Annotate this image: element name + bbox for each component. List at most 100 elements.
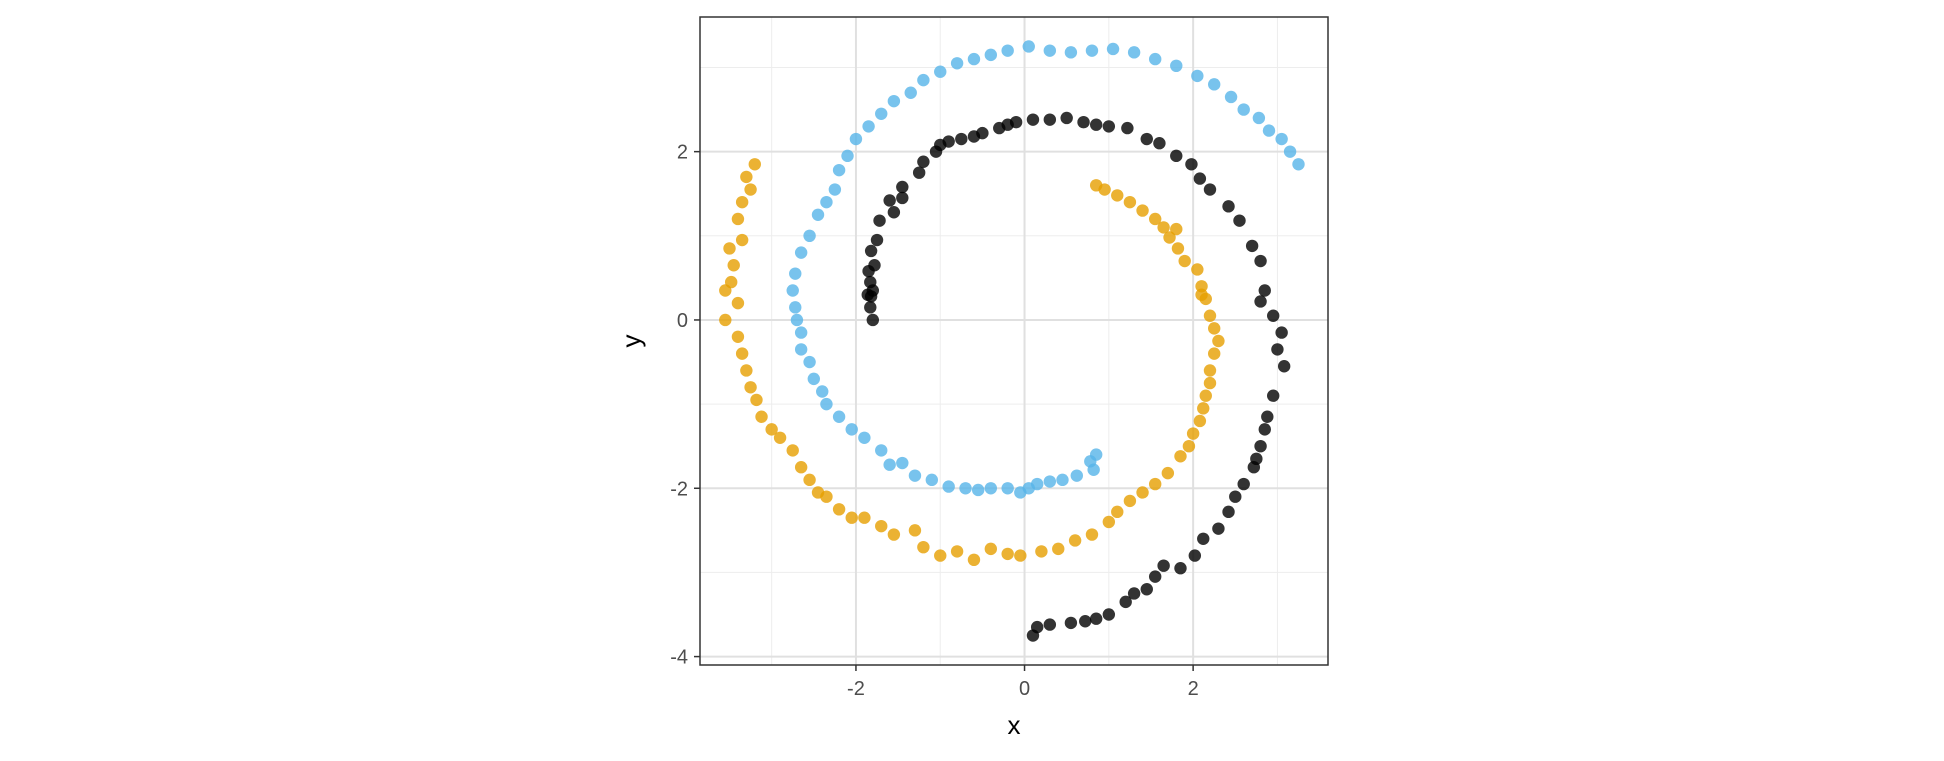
data-point (1193, 172, 1207, 185)
x-tick-label: -2 (847, 678, 865, 700)
data-point (794, 461, 808, 474)
data-point (1119, 595, 1132, 609)
data-point (1001, 44, 1014, 57)
data-point (1089, 612, 1103, 625)
data-point (1056, 473, 1069, 487)
data-point (1068, 534, 1082, 547)
data-point (1148, 212, 1162, 226)
data-point (942, 480, 955, 493)
data-point (1208, 347, 1221, 360)
y-tick-label: -2 (670, 478, 688, 500)
data-point (845, 423, 858, 436)
data-point (794, 343, 808, 356)
data-point (950, 57, 964, 70)
data-point (1233, 214, 1246, 227)
data-point (875, 444, 888, 457)
data-point (1161, 466, 1175, 480)
data-point (896, 191, 909, 205)
data-point (1197, 402, 1210, 415)
data-point (1185, 158, 1198, 171)
data-point (803, 229, 816, 243)
data-point (723, 242, 736, 255)
data-point (1197, 532, 1210, 545)
plot-panel-border (699, 16, 1329, 666)
data-point (1283, 145, 1297, 158)
data-point (887, 528, 901, 541)
data-point (727, 259, 740, 272)
data-point (1174, 450, 1187, 463)
y-tick-label: -4 (670, 647, 688, 669)
data-point (984, 542, 998, 556)
data-point (955, 132, 968, 146)
data-point (1123, 494, 1137, 508)
data-point (1195, 288, 1208, 301)
data-point (1254, 254, 1267, 268)
data-point (1222, 505, 1235, 519)
data-point (1261, 410, 1274, 423)
data-point (1001, 547, 1014, 561)
y-axis-ticks: -4 -2 0 2 (670, 142, 700, 669)
data-point (1079, 615, 1092, 628)
data-point (841, 149, 854, 163)
data-point (849, 132, 863, 146)
data-point (1140, 132, 1153, 146)
data-point (1271, 343, 1284, 356)
data-point (828, 183, 842, 196)
data-point (794, 326, 808, 339)
data-point (1174, 562, 1187, 575)
data-point (984, 48, 998, 62)
data-point (1182, 439, 1196, 453)
data-point (744, 381, 757, 394)
data-point (1153, 137, 1166, 150)
data-point (971, 483, 985, 497)
x-axis-title: x (1008, 710, 1021, 740)
data-point (959, 482, 972, 495)
data-point (1085, 528, 1099, 541)
data-point (773, 431, 787, 444)
data-point (794, 246, 808, 259)
data-point (731, 296, 745, 310)
data-point (1203, 364, 1217, 377)
data-point (950, 545, 964, 558)
data-point (908, 524, 922, 537)
data-point (803, 473, 816, 487)
data-point (1127, 46, 1141, 59)
data-point (1252, 111, 1266, 125)
data-point (845, 511, 858, 524)
data-point (786, 284, 799, 297)
data-point (832, 503, 846, 516)
data-point (887, 94, 901, 108)
series-2 (719, 158, 1225, 567)
data-point (1070, 469, 1084, 482)
data-point (1148, 52, 1162, 66)
data-point (1292, 158, 1305, 171)
data-point (731, 330, 745, 343)
data-point (1193, 414, 1207, 428)
data-point (1191, 263, 1204, 276)
data-point (735, 233, 749, 247)
data-point (873, 214, 886, 227)
data-point (1085, 44, 1099, 57)
data-point (832, 410, 846, 423)
data-point (1275, 132, 1288, 146)
data-point (1102, 515, 1116, 529)
data-point (1170, 149, 1183, 163)
data-point (820, 397, 833, 411)
data-point (735, 347, 749, 360)
data-point (1170, 59, 1183, 73)
data-point (1111, 189, 1124, 202)
data-point (820, 490, 833, 503)
data-point (870, 233, 884, 247)
data-point (1052, 542, 1065, 556)
data-point (976, 126, 989, 140)
data-point (1014, 549, 1027, 562)
data-point (1121, 121, 1134, 135)
data-point (786, 444, 799, 457)
data-point (1014, 486, 1027, 499)
data-point (1136, 486, 1149, 499)
data-point (1254, 295, 1267, 308)
data-point (1191, 69, 1204, 83)
data-point (1043, 44, 1057, 57)
data-point (1001, 482, 1014, 495)
